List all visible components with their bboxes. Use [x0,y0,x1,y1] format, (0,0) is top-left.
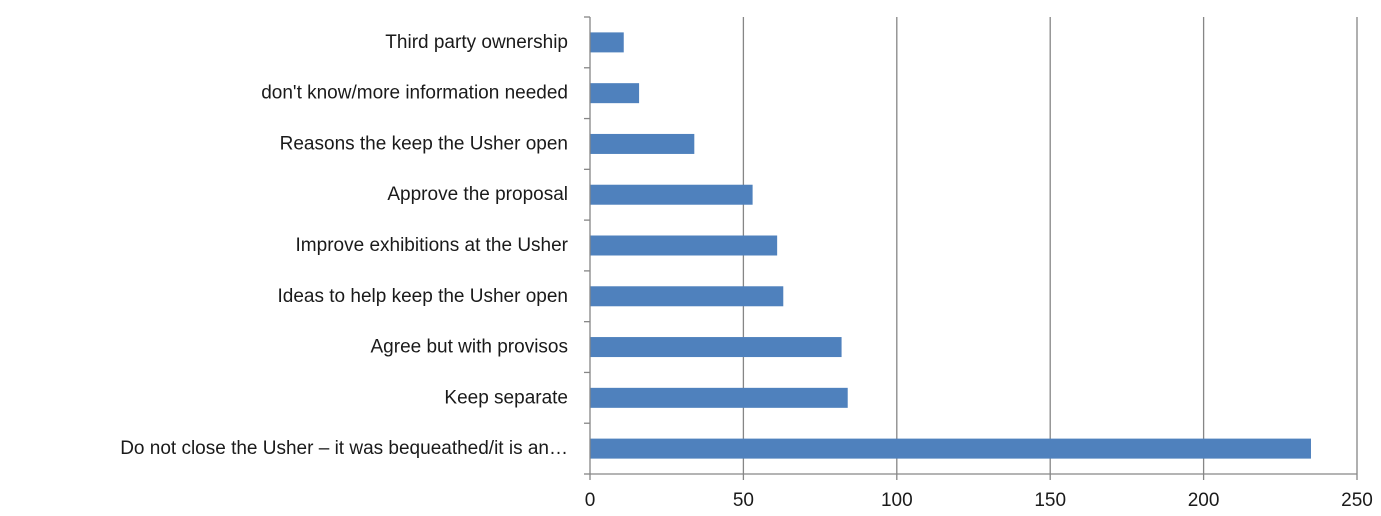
x-tick-label: 250 [1341,490,1373,511]
bar-3 [590,133,695,154]
category-label: Do not close the Usher – it was bequeath… [120,438,568,459]
category-label: Ideas to help keep the Usher open [278,286,568,307]
x-tick-label: 150 [1034,490,1066,511]
x-tick-label: 100 [881,490,913,511]
axes [584,16,1358,480]
category-label: Approve the proposal [387,184,568,205]
category-label: Agree but with provisos [371,337,569,358]
category-label: Third party ownership [385,32,568,53]
category-label: Improve exhibitions at the Usher [296,235,569,256]
x-tick-label: 50 [733,490,754,511]
x-tick-label: 0 [585,490,596,511]
bar-4 [590,184,753,205]
bar-2 [590,83,640,104]
category-label: Keep separate [444,387,568,408]
bar-9 [590,438,1311,459]
bar-1 [590,32,624,53]
bars [590,32,1311,459]
x-tick-label: 200 [1188,490,1220,511]
bar-6 [590,286,784,307]
bar-5 [590,235,778,256]
bar-8 [590,387,848,408]
bar-7 [590,337,842,358]
category-label: don't know/more information needed [261,83,568,104]
labels: Third party ownership don't know/more inf… [120,32,1373,511]
category-label: Reasons the keep the Usher open [280,133,568,154]
